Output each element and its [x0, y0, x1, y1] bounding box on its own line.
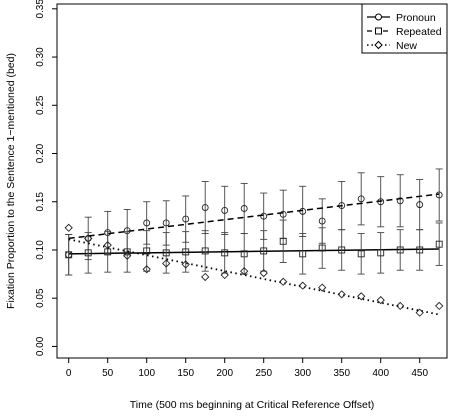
data-point-new [162, 259, 171, 268]
data-point-new [84, 234, 93, 243]
data-point-new [376, 295, 385, 305]
data-point-new [279, 277, 288, 286]
fit-line-repeated [68, 193, 440, 240]
x-tick-label: 450 [411, 368, 428, 379]
data-point-new [396, 301, 405, 311]
data-point-new [357, 292, 366, 301]
data-point-new [123, 251, 132, 260]
data-point-pronoun [318, 217, 326, 225]
legend-marker-pronoun [375, 13, 382, 21]
x-tick-label: 100 [138, 368, 155, 379]
legend-label-pronoun: Pronoun [396, 12, 436, 24]
data-point-repeated [279, 237, 287, 245]
legend-label-new: New [396, 40, 417, 52]
data-point-new [220, 270, 229, 280]
x-tick-label: 300 [294, 368, 311, 379]
data-point-repeated [162, 249, 170, 257]
y-tick-label: 0.05 [35, 288, 46, 308]
data-point-repeated [318, 244, 326, 252]
data-point-new [103, 241, 112, 250]
data-point-repeated [123, 248, 131, 256]
data-point-pronoun [143, 219, 151, 227]
y-tick-label: 0.10 [35, 240, 46, 260]
y-tick-label: 0.20 [35, 143, 46, 163]
y-axis-title: Fixation Proportion to the Sentence 1−me… [5, 53, 17, 309]
data-point-pronoun [182, 215, 190, 223]
data-point-repeated [435, 240, 443, 248]
data-point-new [240, 267, 249, 276]
data-point-new [142, 265, 151, 274]
y-tick-label: 0.15 [35, 192, 46, 212]
data-point-pronoun [260, 212, 268, 220]
plot-frame [56, 3, 448, 359]
x-tick-label: 50 [102, 368, 114, 379]
data-point-new [181, 260, 190, 269]
data-point-pronoun [357, 195, 365, 203]
x-axis: 0 50 100 150 200 250 300 350 400 450 [66, 358, 428, 379]
data-point-repeated [65, 251, 73, 259]
data-point-repeated [221, 249, 229, 257]
legend: Pronoun Repeated New [361, 3, 448, 54]
data-point-new [64, 223, 73, 232]
data-point-repeated [201, 247, 209, 255]
data-point-new [337, 290, 346, 299]
x-tick-label: 200 [216, 368, 233, 379]
data-point-pronoun [240, 205, 248, 212]
data-point-new [415, 308, 424, 317]
data-point-repeated [357, 250, 365, 258]
legend-label-repeated: Repeated [396, 26, 442, 38]
x-tick-label: 150 [177, 368, 194, 379]
data-point-new [201, 272, 210, 282]
data-point-repeated [182, 248, 190, 256]
data-point-pronoun [162, 219, 170, 227]
legend-marker-repeated [375, 27, 382, 35]
y-axis: 0.00 0.05 0.10 0.15 0.20 0.25 0.30 0.35 [35, 0, 57, 356]
data-point-repeated [260, 247, 268, 255]
y-tick-label: 0.35 [35, 0, 46, 19]
data-point-repeated [143, 247, 151, 255]
x-tick-label: 400 [372, 368, 389, 379]
data-point-pronoun [416, 201, 424, 209]
plot-area [64, 168, 444, 317]
data-point-pronoun [221, 206, 229, 214]
data-point-repeated [240, 250, 248, 258]
data-point-repeated [377, 249, 385, 257]
data-point-pronoun [201, 204, 209, 211]
series-repeated [65, 193, 443, 276]
y-tick-label: 0.00 [35, 336, 46, 356]
series-pronoun [65, 168, 443, 276]
data-point-pronoun [396, 197, 404, 205]
x-axis-title: Time (500 ms beginning at Critical Refer… [130, 399, 375, 411]
x-tick-label: 0 [66, 368, 72, 379]
data-point-repeated [416, 246, 424, 254]
y-tick-label: 0.30 [35, 47, 46, 67]
y-tick-label: 0.25 [35, 95, 46, 115]
data-point-new [259, 268, 268, 278]
series-new [64, 223, 444, 317]
x-tick-label: 250 [255, 368, 272, 379]
data-point-new [435, 301, 444, 311]
data-point-repeated [338, 246, 346, 254]
data-point-pronoun [279, 210, 287, 218]
fit-line-new [68, 238, 440, 316]
data-point-new [318, 283, 327, 292]
data-point-repeated [84, 249, 92, 257]
data-point-repeated [299, 250, 307, 258]
data-point-repeated [396, 246, 404, 254]
data-point-new [298, 281, 307, 290]
x-tick-label: 350 [333, 368, 350, 379]
legend-marker-new [374, 40, 383, 50]
